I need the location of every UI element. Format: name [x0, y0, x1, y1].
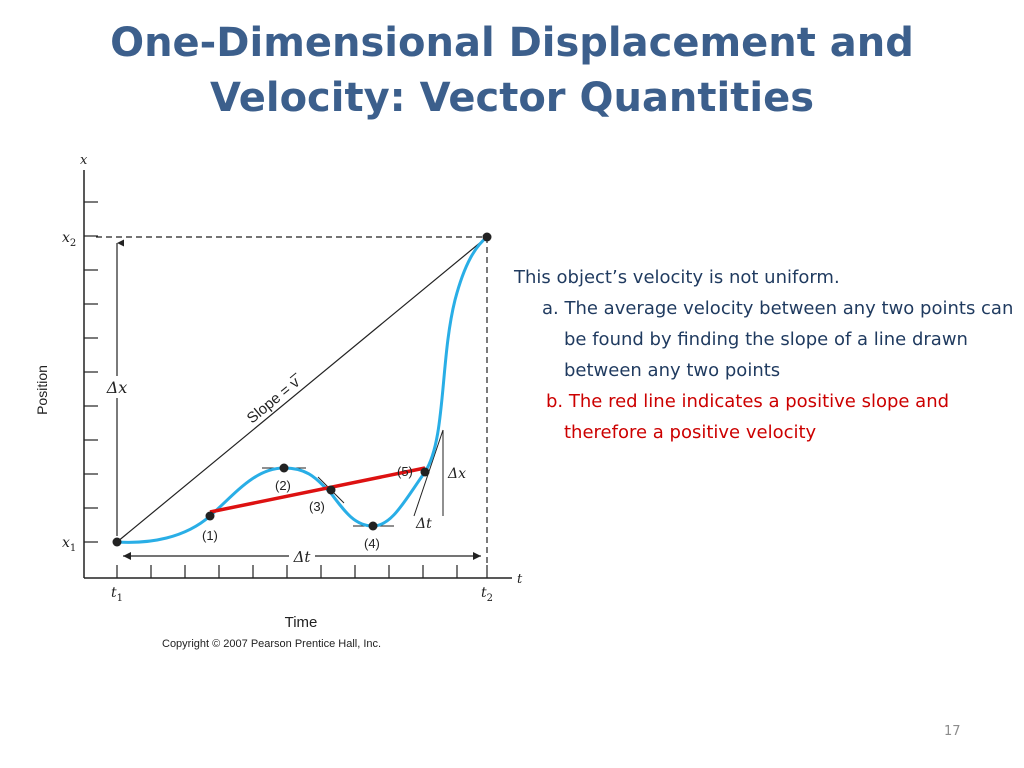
x1-sub: 1	[70, 543, 76, 554]
notes-intro: This object’s velocity is not uniform.	[514, 267, 840, 288]
svg-text:x1: x1	[62, 535, 76, 554]
time-ticks	[116, 565, 488, 578]
t1-sub: 1	[117, 593, 123, 604]
point-1	[205, 511, 215, 521]
delta-t-label: Δt	[293, 548, 312, 566]
time-axis-var: t	[517, 572, 523, 587]
notes-item-b: b. The red line indicates a positive slo…	[546, 391, 950, 443]
point-4-label: (4)	[364, 536, 380, 551]
point-3-label: (3)	[309, 499, 325, 514]
explanation-text: This object’s velocity is not uniform. a…	[514, 262, 1014, 448]
svg-text:t1: t1	[111, 585, 123, 604]
delta-t-small-label: Δt	[415, 516, 432, 532]
position-time-graph: Δx Δt Slope = v Δx Δt (1) (2) (3) (4) (5…	[34, 153, 523, 650]
slide-title-line-1: One-Dimensional Displacement and	[110, 20, 914, 66]
x2-sub: 2	[70, 238, 76, 249]
svg-text:t2: t2	[481, 585, 493, 604]
average-velocity-line	[116, 236, 488, 543]
start-point	[112, 537, 122, 547]
copyright-notice: Copyright © 2007 Pearson Prentice Hall, …	[162, 638, 381, 650]
x2-label: x	[62, 230, 70, 246]
position-ticks	[84, 201, 98, 543]
t1-label: t	[111, 585, 117, 601]
point-3	[326, 485, 336, 495]
t2-label: t	[481, 585, 487, 601]
point-2-label: (2)	[275, 478, 291, 493]
position-axis-var: x	[80, 153, 88, 168]
slope-label: Slope = v	[244, 374, 304, 427]
slide-number: 17	[944, 724, 961, 739]
svg-text:x2: x2	[62, 230, 76, 249]
curve-points	[112, 232, 492, 547]
point-5	[420, 467, 430, 477]
slope-v-bar	[289, 372, 297, 379]
time-axis-title: Time	[285, 614, 318, 631]
end-point	[482, 232, 492, 242]
delta-x-small-label: Δx	[447, 466, 466, 482]
secant-line	[209, 466, 426, 514]
point-5-label: (5)	[397, 464, 413, 479]
t2-sub: 2	[487, 593, 493, 604]
slide-title-line-2: Velocity: Vector Quantities	[209, 75, 815, 121]
notes-item-a: a. The average velocity between any two …	[542, 298, 1014, 381]
x1-label: x	[62, 535, 70, 551]
slide-title: One-Dimensional Displacement and Velocit…	[60, 16, 964, 126]
point-4	[368, 521, 378, 531]
position-axis-title: Position	[34, 365, 50, 415]
point-1-label: (1)	[202, 528, 218, 543]
point-2	[279, 463, 289, 473]
delta-x-label: Δx	[106, 378, 128, 397]
